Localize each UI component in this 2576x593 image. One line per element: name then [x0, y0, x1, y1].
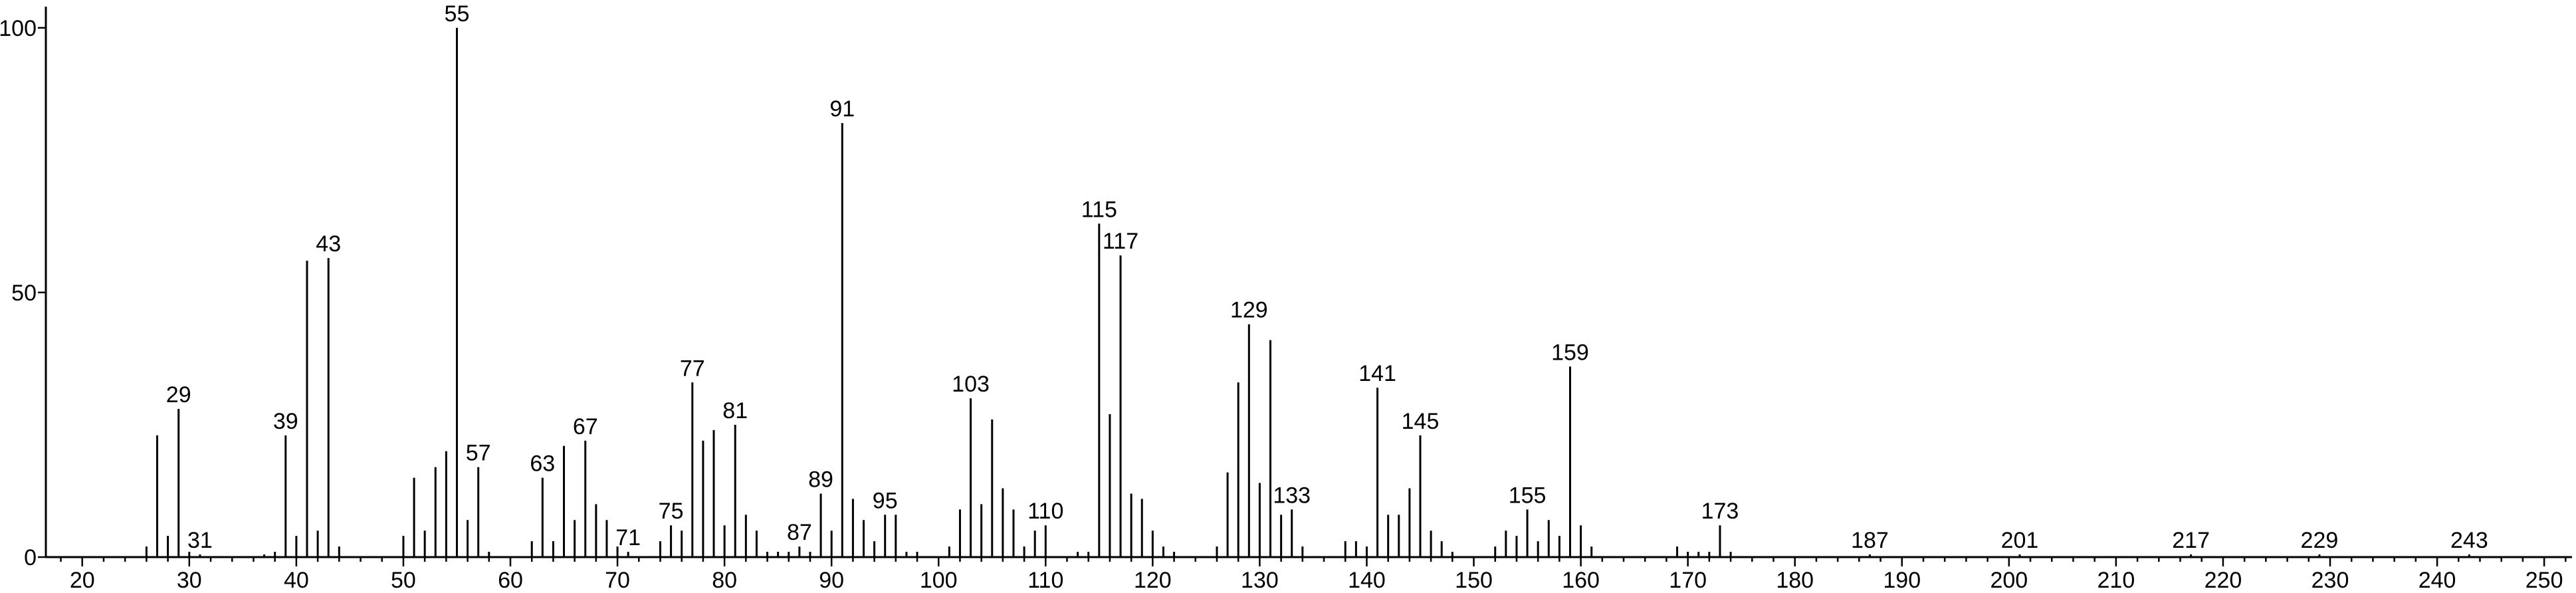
peak-label: 91 — [829, 96, 855, 122]
peak-label: 129 — [1230, 298, 1268, 323]
x-tick-label: 170 — [1669, 568, 1707, 593]
peak-label: 159 — [1551, 340, 1589, 365]
peak-label: 217 — [2172, 528, 2210, 553]
peak-label: 173 — [1701, 499, 1739, 524]
x-tick-label: 160 — [1562, 568, 1600, 593]
x-tick-label: 70 — [605, 568, 630, 593]
x-tick-label: 30 — [177, 568, 202, 593]
peak-label: 243 — [2450, 528, 2488, 553]
peak-label: 229 — [2301, 528, 2339, 553]
x-tick-label: 250 — [2525, 568, 2563, 593]
peak-label: 201 — [2001, 528, 2039, 553]
x-tick-label: 100 — [920, 568, 958, 593]
x-tick-label: 110 — [1027, 568, 1063, 593]
y-tick-label: 50 — [11, 281, 37, 306]
x-tick-label: 190 — [1883, 568, 1921, 593]
peak-label: 77 — [680, 356, 705, 381]
peak-label: 87 — [787, 520, 812, 545]
peak-label: 145 — [1402, 409, 1440, 434]
peak-label: 57 — [466, 441, 491, 466]
peak-label: 115 — [1081, 197, 1117, 222]
peak-label: 43 — [316, 231, 341, 257]
x-tick-label: 40 — [284, 568, 309, 593]
peak-label: 75 — [659, 499, 684, 524]
peak-label: 141 — [1358, 361, 1396, 386]
peak-label: 63 — [530, 451, 555, 477]
peak-label: 31 — [187, 528, 213, 553]
x-tick-label: 220 — [2204, 568, 2242, 593]
peak-label: 39 — [273, 409, 298, 434]
peak-label: 81 — [722, 398, 748, 423]
y-tick-label: 0 — [24, 545, 37, 570]
peak-label: 67 — [573, 414, 598, 439]
x-tick-label: 210 — [2097, 568, 2135, 593]
x-tick-label: 150 — [1455, 568, 1493, 593]
x-tick-label: 120 — [1134, 568, 1172, 593]
x-tick-label: 240 — [2418, 568, 2456, 593]
x-tick-label: 230 — [2311, 568, 2349, 593]
x-tick-label: 90 — [819, 568, 844, 593]
x-tick-label: 140 — [1348, 568, 1386, 593]
peak-label: 187 — [1851, 528, 1889, 553]
x-tick-label: 130 — [1241, 568, 1279, 593]
peak-label: 55 — [445, 1, 470, 27]
peak-label: 95 — [873, 488, 898, 513]
x-tick-label: 50 — [391, 568, 416, 593]
x-tick-label: 200 — [1990, 568, 2028, 593]
peak-label: 89 — [808, 467, 833, 492]
x-tick-label: 180 — [1776, 568, 1814, 593]
x-tick-label: 20 — [70, 568, 95, 593]
peak-label: 103 — [952, 372, 990, 397]
x-tick-label: 60 — [498, 568, 523, 593]
y-tick-label: 100 — [0, 16, 37, 41]
x-tick-label: 80 — [712, 568, 737, 593]
peak-label: 133 — [1273, 483, 1311, 508]
peak-label: 117 — [1103, 229, 1138, 254]
peak-label: 71 — [615, 525, 641, 550]
peak-label: 155 — [1509, 483, 1547, 508]
peak-label: 29 — [166, 382, 191, 408]
peak-label: 110 — [1027, 499, 1063, 524]
